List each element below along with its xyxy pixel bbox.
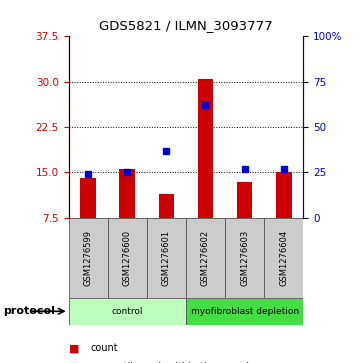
Bar	[198, 79, 213, 218]
Text: GSM1276600: GSM1276600	[123, 230, 132, 286]
Text: GSM1276599: GSM1276599	[84, 230, 93, 286]
Text: count: count	[90, 343, 118, 354]
Text: control: control	[112, 307, 143, 316]
Bar	[186, 298, 303, 325]
Bar	[119, 170, 135, 218]
Bar	[108, 218, 147, 298]
Bar	[237, 182, 252, 218]
Bar	[147, 218, 186, 298]
Bar	[69, 298, 186, 325]
Bar	[186, 218, 225, 298]
Bar	[69, 218, 108, 298]
Bar	[264, 218, 303, 298]
Text: GSM1276601: GSM1276601	[162, 230, 171, 286]
Bar	[276, 172, 292, 218]
Text: ■: ■	[69, 362, 79, 363]
Text: ■: ■	[69, 343, 79, 354]
Text: percentile rank within the sample: percentile rank within the sample	[90, 362, 255, 363]
Text: protocol: protocol	[4, 306, 56, 316]
Text: myofibroblast depletion: myofibroblast depletion	[191, 307, 299, 316]
Title: GDS5821 / ILMN_3093777: GDS5821 / ILMN_3093777	[99, 19, 273, 32]
Bar	[158, 193, 174, 218]
Text: GSM1276602: GSM1276602	[201, 230, 210, 286]
Bar	[80, 179, 96, 218]
Text: GSM1276603: GSM1276603	[240, 230, 249, 286]
Bar	[225, 218, 264, 298]
Text: GSM1276604: GSM1276604	[279, 230, 288, 286]
